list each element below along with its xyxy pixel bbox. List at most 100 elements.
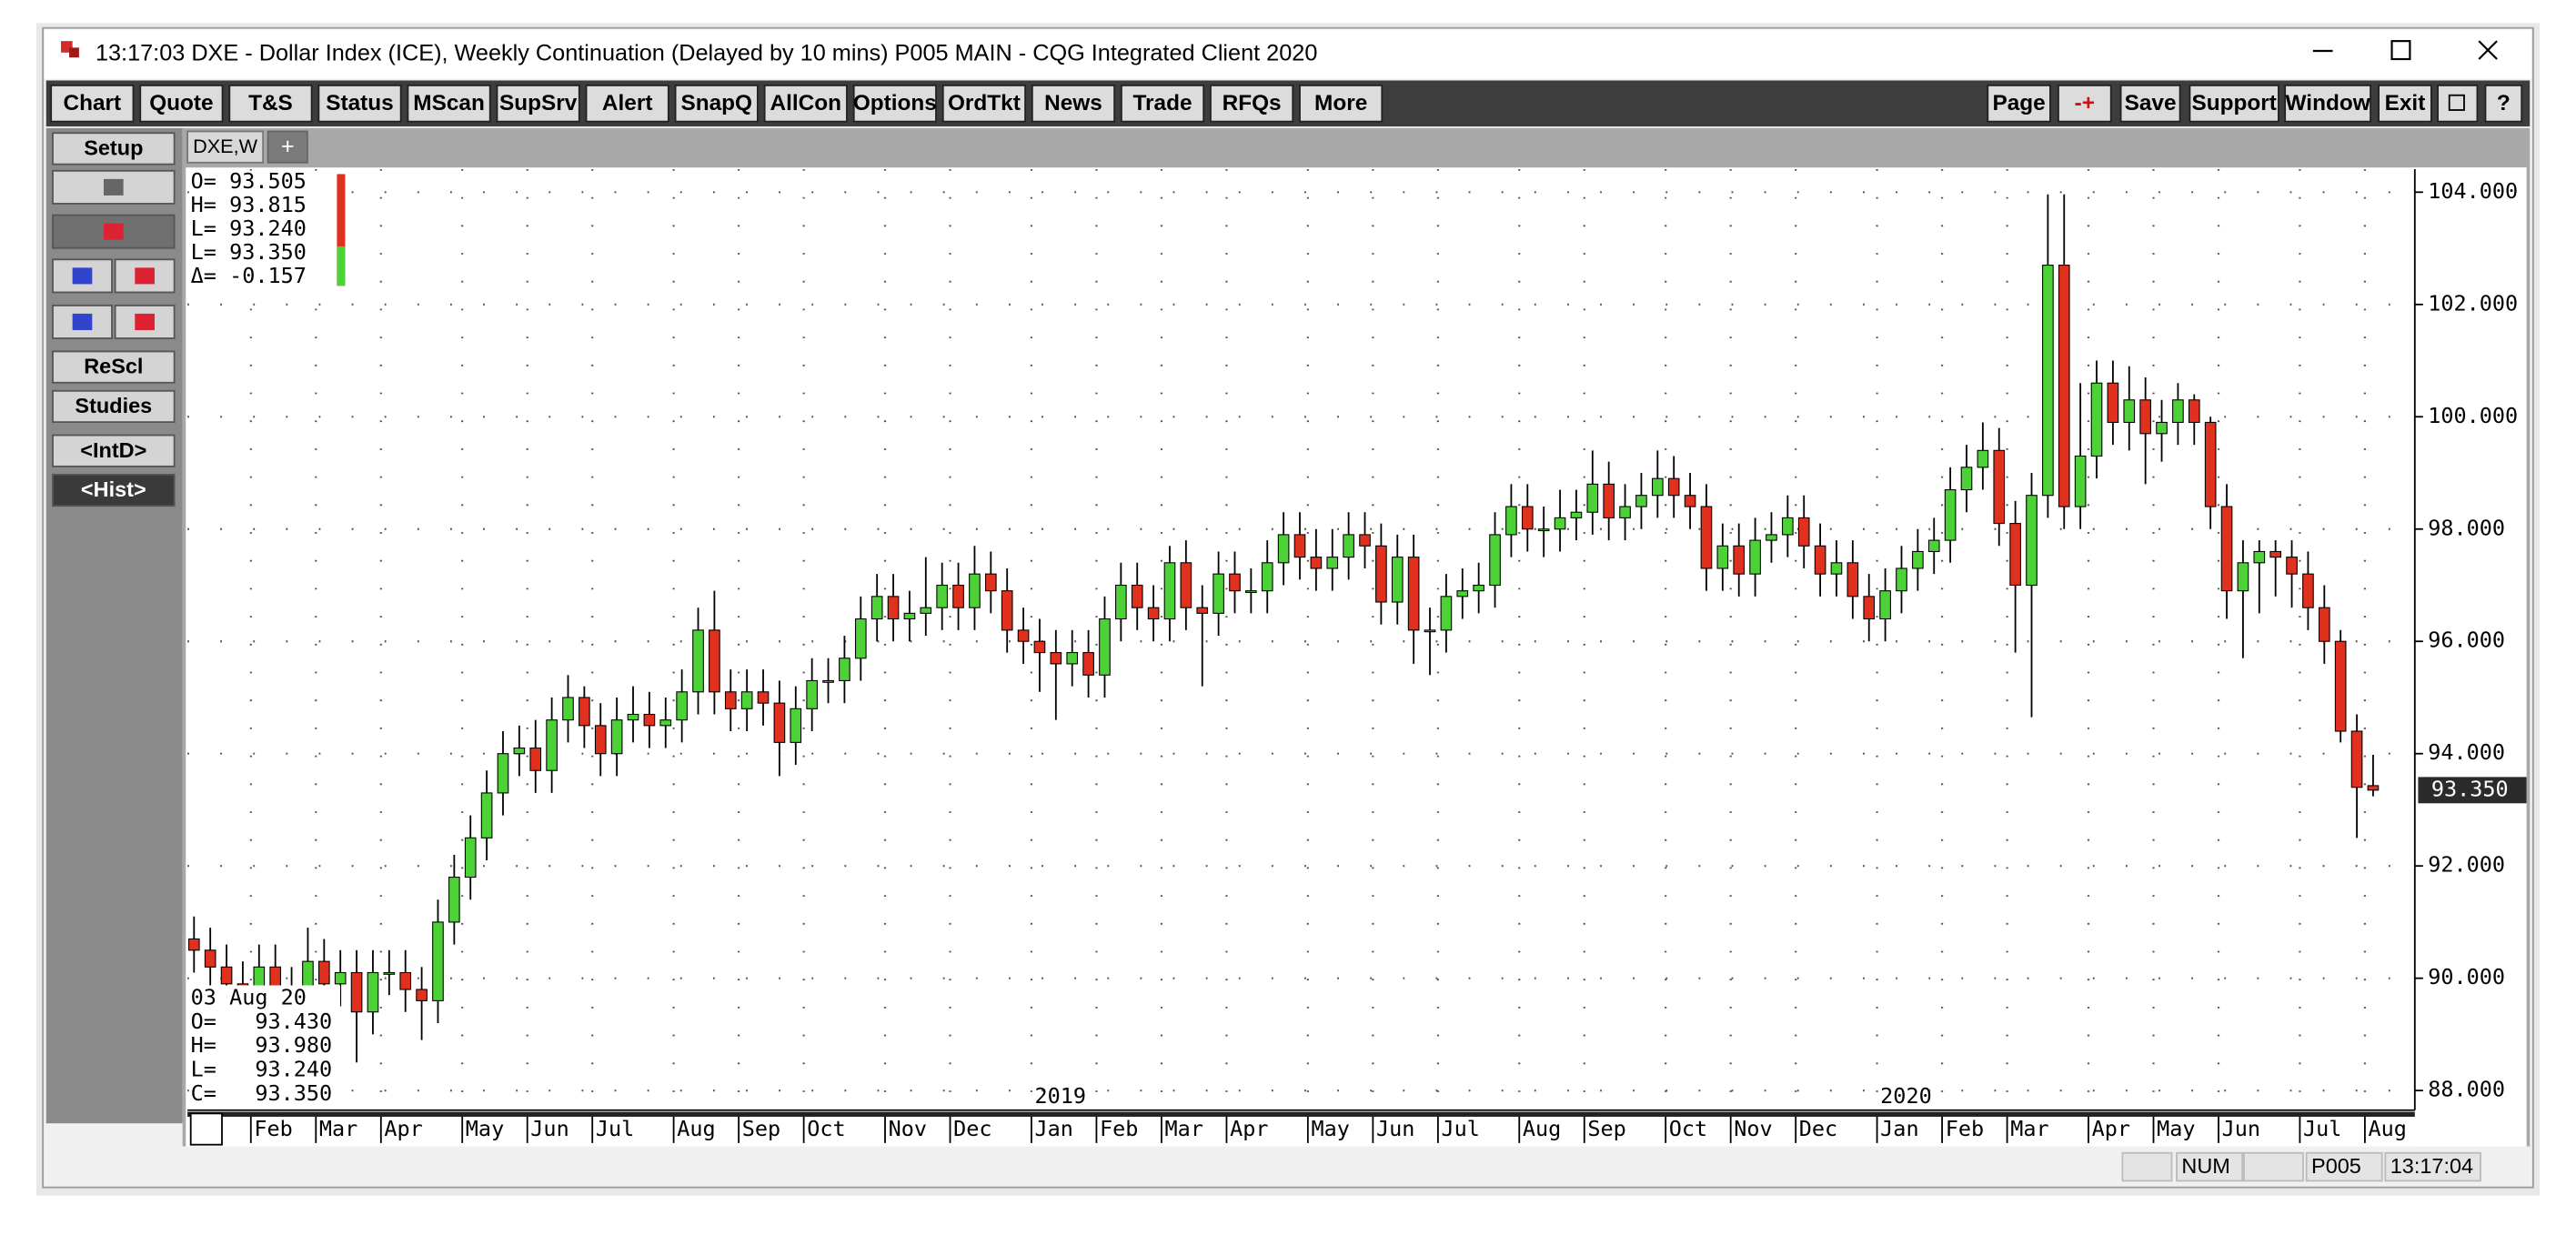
x-tick-label: Aug — [1523, 1116, 1561, 1141]
x-tick-label: Dec — [953, 1116, 991, 1141]
toolbar-button[interactable] — [763, 85, 848, 123]
candle-body — [2139, 399, 2151, 435]
readout-line: H= 93.815 — [191, 192, 307, 217]
toolbar-button[interactable] — [1210, 85, 1294, 123]
icon-glyph — [135, 267, 155, 285]
readout-line: H= 93.980 — [191, 1032, 332, 1058]
candle-body — [2204, 421, 2217, 507]
x-tick-label: Feb — [254, 1116, 292, 1141]
toolbar-button[interactable] — [2119, 85, 2181, 123]
x-tick-label: May — [2157, 1116, 2195, 1141]
readout-line: C= 93.350 — [191, 1080, 332, 1106]
candle-body — [383, 971, 396, 975]
price-axis — [2414, 167, 2527, 1147]
y-tick-label: 90.000 — [2428, 964, 2505, 989]
candle-body — [1359, 534, 1371, 547]
side-button[interactable] — [52, 132, 176, 166]
icon-glyph — [103, 223, 124, 240]
side-button[interactable] — [52, 434, 176, 467]
candle-body — [969, 573, 981, 608]
candle-body — [350, 971, 363, 1013]
candle-body — [1180, 562, 1192, 608]
candle-body — [594, 725, 607, 755]
toolbar-button[interactable] — [50, 85, 135, 123]
candle-body — [432, 921, 444, 1001]
toolbar-button[interactable] — [1120, 85, 1205, 123]
toolbar-button[interactable] — [407, 85, 491, 123]
toolbar-button[interactable] — [2284, 85, 2371, 123]
toolbar-button-label: MScan — [413, 91, 485, 115]
toolbar-button[interactable] — [1031, 85, 1116, 123]
candle-body — [1977, 449, 1989, 468]
toolbar-button[interactable] — [496, 85, 580, 123]
x-tick-label: Apr — [1230, 1116, 1268, 1141]
toolbar-button[interactable] — [852, 85, 937, 123]
candle-body — [2220, 506, 2233, 592]
candle-body — [480, 792, 493, 838]
candle-body — [2009, 523, 2021, 587]
status-fields: NUM P005 13:17:04 — [2121, 1151, 2481, 1182]
toolbar-button[interactable] — [2378, 85, 2432, 123]
candle-body — [1912, 550, 1924, 569]
toolbar-button[interactable] — [2484, 85, 2523, 123]
toolbar-button[interactable] — [2189, 85, 2279, 123]
toolbar-button[interactable] — [2058, 85, 2112, 123]
candle-body — [1814, 545, 1826, 575]
candle-body — [1716, 545, 1729, 569]
toolbar-button[interactable] — [585, 85, 669, 123]
x-tick-label: Mar — [1165, 1116, 1203, 1141]
toolbar-button[interactable] — [317, 85, 402, 123]
toolbar-button[interactable] — [1987, 85, 2051, 123]
candle-body — [2318, 607, 2330, 642]
candle-body — [2253, 550, 2266, 564]
side-button-label: Studies — [75, 394, 152, 417]
x-tick-label: May — [466, 1116, 504, 1141]
candle-body — [1001, 590, 1013, 631]
side-button-label: <IntD> — [80, 438, 146, 462]
toolbar-button[interactable] — [674, 85, 759, 123]
toolbar-button[interactable] — [1299, 85, 1384, 123]
side-button-label: Setup — [84, 136, 143, 160]
app-icon — [69, 47, 79, 58]
candle-body — [399, 971, 412, 990]
candle-body — [2026, 495, 2038, 587]
add-tab[interactable] — [267, 130, 308, 164]
x-tick-label: Nov — [889, 1116, 927, 1141]
readout-line: L= 93.240 — [191, 1057, 332, 1082]
maximize-button[interactable] — [2390, 40, 2411, 61]
x-tick-label: Apr — [384, 1116, 422, 1141]
restore-icon — [2448, 94, 2465, 111]
close-button[interactable] — [2478, 40, 2498, 60]
candle-body — [1896, 567, 1907, 592]
icon-glyph — [72, 267, 93, 285]
toolbar-right: Page -+ Save Support Window Exit? — [1987, 85, 2523, 123]
toolbar-button-label: Exit — [2385, 91, 2426, 115]
side-button[interactable] — [52, 350, 176, 384]
icon-button[interactable] — [52, 304, 113, 339]
status-field — [2305, 1151, 2383, 1182]
candle-body — [2302, 573, 2314, 608]
candle-body — [1960, 467, 1973, 491]
candle-body — [1879, 590, 1891, 620]
candle-body — [887, 596, 900, 620]
restore-button[interactable] — [2437, 85, 2479, 123]
toolbar-button[interactable] — [941, 85, 1026, 123]
toolbar-button[interactable] — [139, 85, 224, 123]
toolbar-left: Chart Quote T&S Status MScan SupSrv Alert SnapQ… — [50, 85, 1384, 123]
candle-body — [1082, 652, 1094, 676]
side-button[interactable] — [52, 473, 176, 507]
candle-body — [1927, 539, 1940, 552]
icon-button[interactable] — [114, 304, 176, 339]
candle-body — [1684, 495, 1696, 507]
chart-tab[interactable] — [186, 130, 265, 164]
candle-body — [2058, 265, 2070, 507]
toolbar-button-label: SnapQ — [680, 91, 752, 115]
x-tick-label: Jun — [530, 1116, 569, 1141]
side-button[interactable] — [52, 389, 176, 424]
icon-button[interactable] — [52, 169, 176, 205]
toolbar-button[interactable] — [228, 85, 313, 123]
candle-body — [692, 629, 704, 693]
readout-line: O= 93.430 — [191, 1009, 332, 1034]
candle-body — [1944, 488, 1957, 541]
